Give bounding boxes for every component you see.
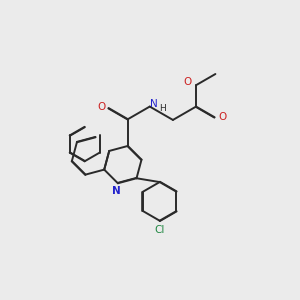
Text: N: N	[150, 99, 158, 109]
Text: Cl: Cl	[154, 225, 165, 235]
Text: N: N	[112, 186, 121, 196]
Text: O: O	[97, 102, 105, 112]
Text: O: O	[219, 112, 227, 122]
Text: H: H	[159, 103, 166, 112]
Text: O: O	[184, 77, 192, 87]
